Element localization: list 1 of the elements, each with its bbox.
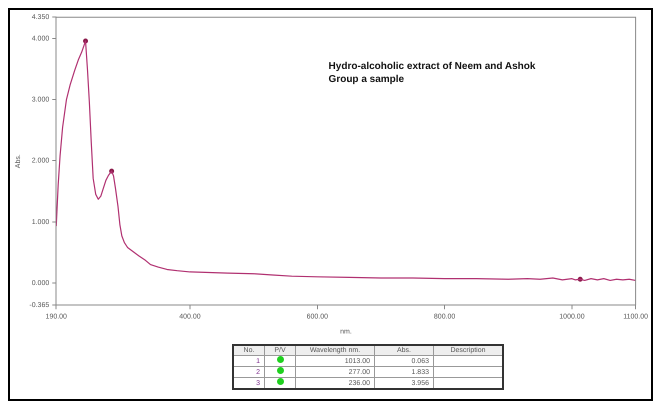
annotation: Hydro-alcoholic extract of Neem and Ashok Group a sample <box>328 61 536 86</box>
